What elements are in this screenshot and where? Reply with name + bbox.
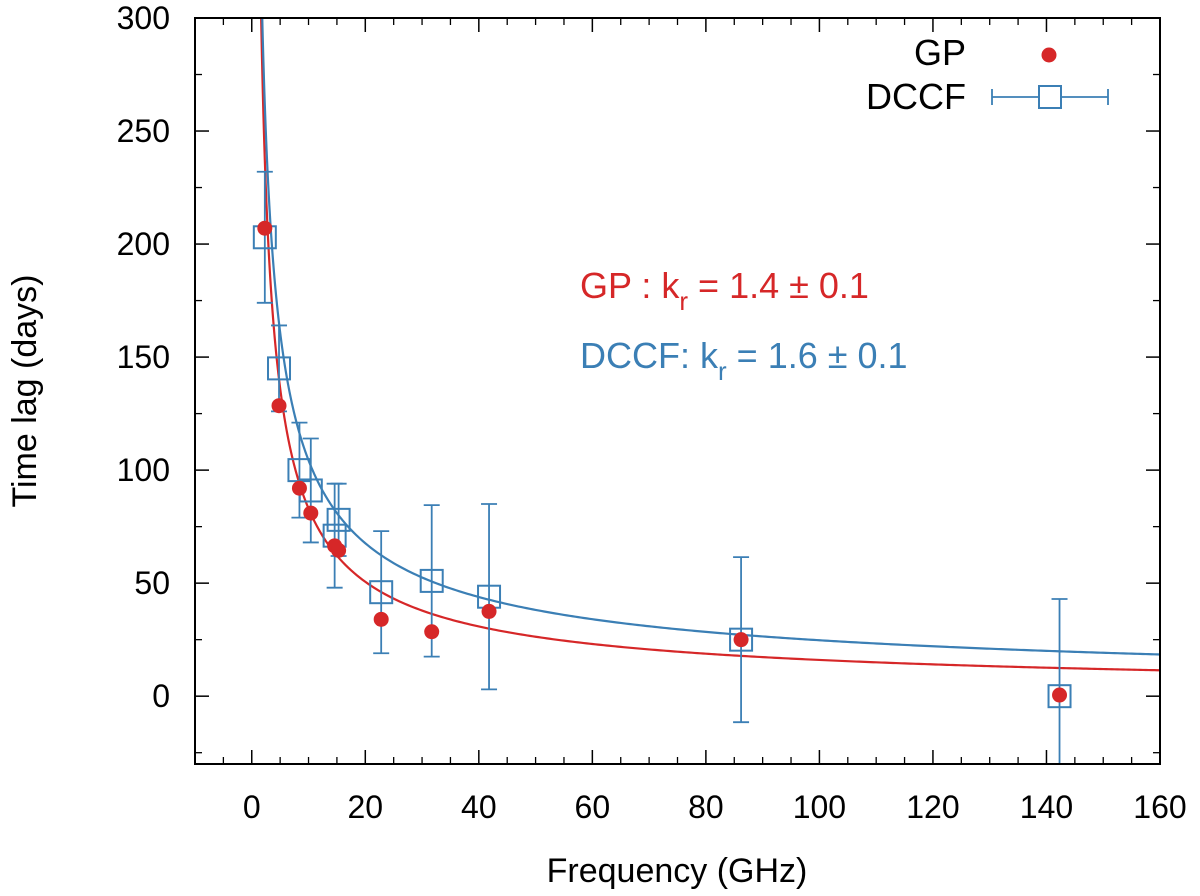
annotation-dccf-suffix: = 1.6 ± 0.1 [727, 335, 908, 376]
annotation-dccf-sub: r [718, 356, 727, 386]
gp-point [481, 603, 497, 619]
gp-point [303, 505, 319, 521]
dccf-point [326, 507, 351, 532]
dccf-fit-curve [261, 18, 1160, 656]
annotation-gp-suffix: = 1.4 ± 0.1 [688, 265, 869, 306]
x-tick-label: 0 [243, 789, 261, 825]
annotation-gp-kr: GP : kr = 1.4 ± 0.1 [580, 265, 869, 316]
y-tick-label: 100 [117, 452, 170, 488]
dccf-series [252, 170, 1072, 764]
gp-point [733, 632, 749, 648]
gp-point [331, 542, 347, 558]
y-tick-label: 300 [117, 0, 170, 36]
x-tick-label: 140 [1020, 789, 1073, 825]
x-tick-label: 100 [793, 789, 846, 825]
y-tick-label: 150 [117, 339, 170, 375]
legend-dccf-square [1038, 85, 1062, 109]
legend: GP DCCF [866, 32, 1109, 117]
annotation-gp-sub: r [679, 286, 688, 316]
annotation-gp-prefix: GP : k [580, 265, 680, 306]
legend-marker-dccf [991, 85, 1109, 109]
fit-annotations: GP : kr = 1.4 ± 0.1 DCCF: kr = 1.6 ± 0.1 [580, 265, 908, 386]
dccf-point [267, 356, 292, 381]
gp-point [257, 220, 273, 236]
gp-point [424, 624, 440, 640]
y-tick-label: 50 [134, 565, 170, 601]
y-tick-label: 200 [117, 226, 170, 262]
y-tick-label: 0 [152, 678, 170, 714]
legend-label-gp: GP [914, 32, 966, 73]
gp-point [271, 398, 287, 414]
dccf-point [419, 568, 444, 593]
gp-point [373, 611, 389, 627]
legend-marker-gp [1041, 47, 1057, 63]
x-axis-label: Frequency (GHz) [547, 852, 808, 890]
x-tick-label: 80 [688, 789, 724, 825]
dccf-point [729, 627, 754, 652]
x-tick-label: 40 [461, 789, 497, 825]
annotation-dccf-kr: DCCF: kr = 1.6 ± 0.1 [580, 335, 908, 386]
plot-frame [194, 17, 1161, 765]
gp-point [1052, 687, 1068, 703]
x-tick-label: 160 [1133, 789, 1186, 825]
x-tick-label: 120 [906, 789, 959, 825]
y-tick-label: 250 [117, 113, 170, 149]
x-tick-label: 20 [347, 789, 383, 825]
gp-series [257, 220, 1068, 703]
legend-label-dccf: DCCF [866, 76, 966, 117]
gp-fit-curve [260, 18, 1160, 672]
y-axis-label: Time lag (days) [6, 274, 44, 507]
dccf-point [369, 580, 394, 605]
tick-labels: 0 20 40 60 80 100 120 140 160 0 50 100 150 200 250 300 [117, 0, 1187, 825]
gp-point [291, 480, 307, 496]
dccf-point [1047, 684, 1072, 709]
annotation-dccf-prefix: DCCF: k [580, 335, 719, 376]
x-tick-label: 60 [575, 789, 611, 825]
